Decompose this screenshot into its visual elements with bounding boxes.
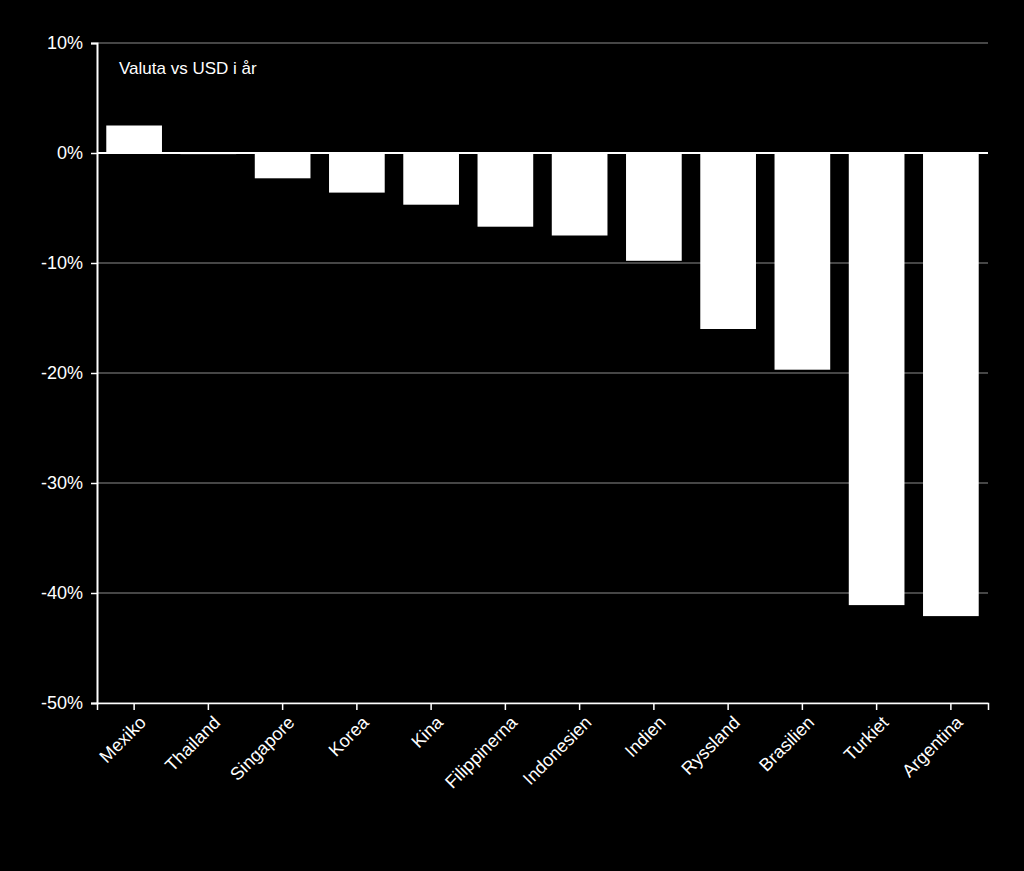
x-tick-mark bbox=[133, 703, 135, 710]
x-tick-label: Turkiet bbox=[840, 712, 893, 765]
x-tick-mark bbox=[505, 703, 507, 710]
x-tick-mark bbox=[208, 703, 210, 710]
y-tick: 10% bbox=[47, 33, 97, 53]
y-tick-mark bbox=[91, 153, 97, 155]
bar bbox=[626, 153, 682, 261]
x-tick: Kina bbox=[407, 703, 447, 752]
title: Valuta vs USD i år bbox=[119, 59, 257, 78]
y-tick: -20% bbox=[41, 363, 97, 383]
bar bbox=[849, 153, 905, 605]
bar bbox=[255, 153, 311, 178]
x-tick: Filippinerna bbox=[441, 703, 522, 792]
x-tick-label: Mexiko bbox=[96, 712, 150, 766]
x-tick: Indien bbox=[621, 703, 670, 761]
x-tick-label: Ryssland bbox=[677, 712, 743, 778]
x-tick-mark bbox=[950, 703, 952, 710]
bars bbox=[106, 126, 978, 617]
bar bbox=[552, 153, 608, 236]
y-tick: -40% bbox=[41, 583, 97, 603]
y-axis: -50% -40% -30% -20% -10% 0% 10% bbox=[41, 33, 98, 713]
y-tick: -50% bbox=[41, 693, 97, 713]
background bbox=[0, 0, 1024, 871]
x-tick: Brasilien bbox=[755, 703, 818, 775]
y-tick-label: 10% bbox=[47, 33, 83, 53]
x-tick-mark bbox=[802, 703, 804, 710]
bar bbox=[106, 126, 162, 154]
x-tick: Singapore bbox=[226, 703, 298, 785]
y-axis-line bbox=[91, 44, 98, 704]
x-tick-label: Kina bbox=[407, 712, 447, 752]
x-tick: Argentina bbox=[898, 703, 967, 781]
y-tick-label: -50% bbox=[41, 693, 83, 713]
x-axis: MexikoThailandSingapore Korea KinaFilippin… bbox=[96, 703, 989, 792]
x-tick: Turkiet bbox=[840, 703, 893, 765]
x-tick-label: Brasilien bbox=[755, 712, 818, 775]
x-tick-label: Singapore bbox=[226, 712, 298, 784]
y-tick-label: -30% bbox=[41, 473, 83, 493]
y-tick-label: -10% bbox=[41, 253, 83, 273]
y-tick-label: -20% bbox=[41, 363, 83, 383]
y-tick-mark bbox=[91, 593, 97, 595]
x-tick-mark bbox=[727, 703, 729, 710]
bar bbox=[478, 153, 534, 227]
x-tick: Thailand bbox=[161, 703, 224, 775]
x-tick-mark bbox=[876, 703, 878, 710]
y-tick-mark bbox=[91, 43, 97, 45]
bar bbox=[775, 153, 831, 370]
plot: -50% -40% -30% -20% -10% 0% 10% MexikoThailandS… bbox=[41, 33, 989, 792]
y-tick-mark bbox=[91, 703, 97, 705]
y-tick-mark bbox=[91, 263, 97, 265]
x-tick-mark bbox=[430, 703, 432, 710]
x-tick: Ryssland bbox=[677, 703, 743, 779]
x-tick-label: Thailand bbox=[161, 712, 224, 775]
grid-line bbox=[97, 42, 988, 43]
bar bbox=[329, 153, 385, 193]
x-tick-mark bbox=[653, 703, 655, 710]
grid bbox=[97, 43, 988, 703]
x-tick-mark bbox=[579, 703, 581, 710]
y-tick: -10% bbox=[41, 253, 97, 273]
y-tick-mark bbox=[91, 483, 97, 485]
bar bbox=[403, 153, 459, 205]
y-tick: 0% bbox=[57, 143, 97, 163]
x-tick-mark bbox=[282, 703, 284, 710]
y-tick-label: -40% bbox=[41, 583, 83, 603]
bar bbox=[923, 153, 979, 616]
chart: -50% -40% -30% -20% -10% 0% 10% MexikoThailandS… bbox=[0, 0, 1024, 871]
x-tick: Mexiko bbox=[96, 703, 150, 767]
bar bbox=[181, 153, 237, 154]
x-tick-label: Argentina bbox=[898, 712, 967, 781]
x-tick-label: Korea bbox=[325, 712, 374, 761]
x-tick: Indonesien bbox=[519, 703, 595, 789]
x-tick-label: Filippinerna bbox=[441, 712, 522, 793]
y-tick-label: 0% bbox=[57, 143, 83, 163]
x-axis-line bbox=[98, 704, 989, 711]
y-tick: -30% bbox=[41, 473, 97, 493]
bar bbox=[700, 153, 756, 329]
x-tick-label: Indien bbox=[621, 712, 670, 761]
x-tick-label: Indonesien bbox=[519, 712, 595, 788]
y-tick-mark bbox=[91, 373, 97, 375]
x-tick: Korea bbox=[325, 703, 374, 760]
x-tick-mark bbox=[356, 703, 358, 710]
